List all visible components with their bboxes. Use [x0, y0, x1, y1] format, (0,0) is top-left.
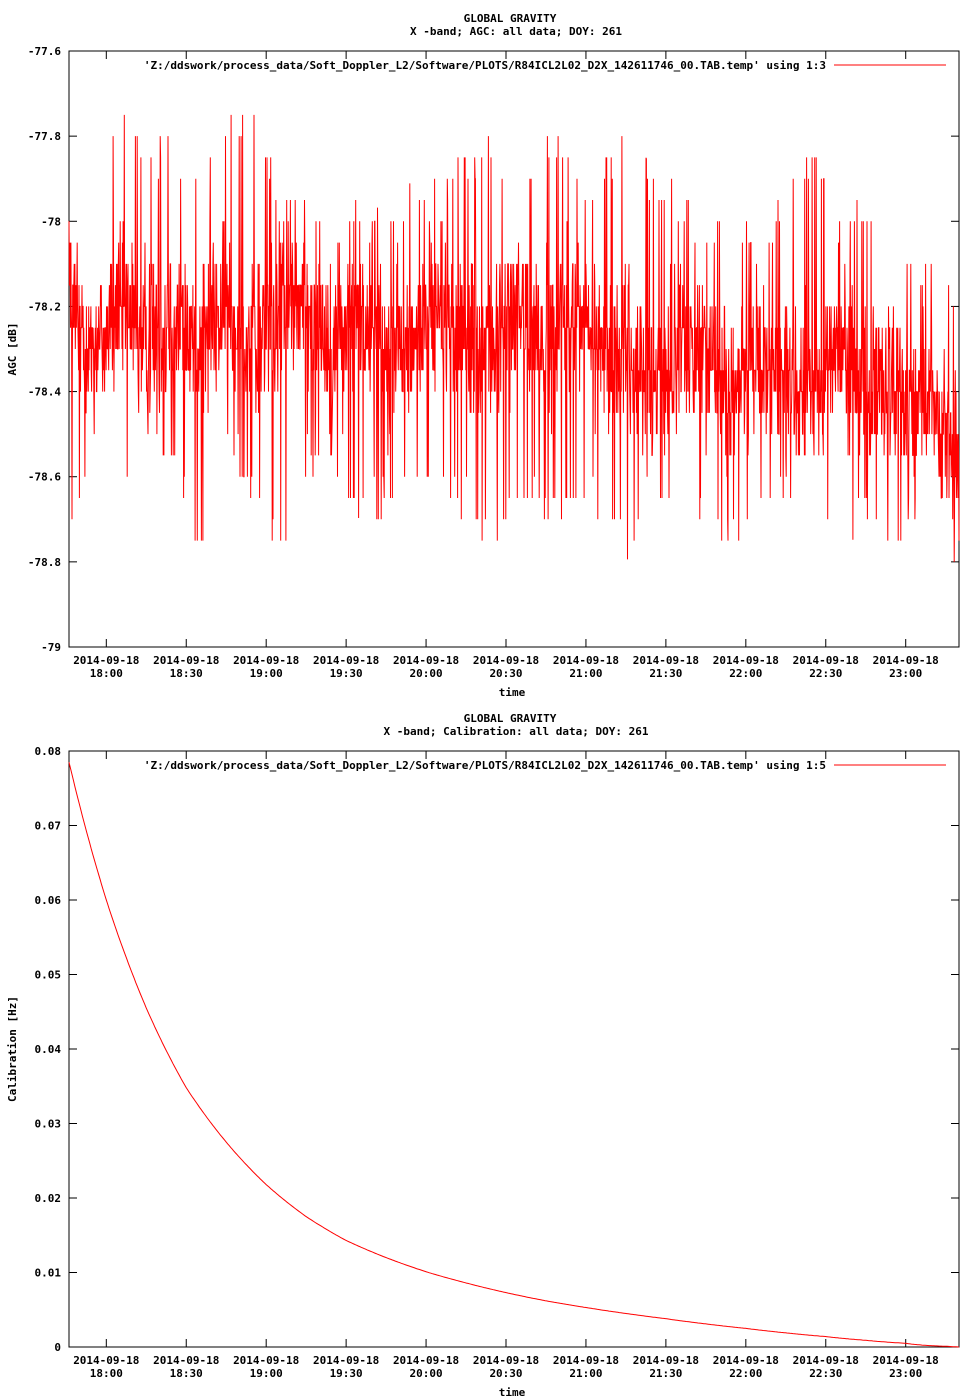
x-tick-label-time: 21:00 — [569, 667, 602, 680]
y-tick-label: -78.8 — [28, 556, 61, 569]
x-tick-label-date: 2014-09-18 — [73, 1354, 139, 1367]
x-tick-label-date: 2014-09-18 — [393, 654, 459, 667]
plot-frame — [68, 50, 960, 648]
y-tick-label: -78.4 — [28, 386, 61, 399]
x-axis-label: time — [499, 686, 526, 699]
y-tick-label: 0.01 — [35, 1267, 62, 1280]
x-tick-label-time: 23:00 — [889, 667, 922, 680]
x-tick-label-date: 2014-09-18 — [233, 1354, 299, 1367]
agc-chart: GLOBAL GRAVITY X -band; AGC: all data; D… — [6, 12, 960, 699]
x-tick-label-date: 2014-09-18 — [713, 654, 779, 667]
series-layer — [68, 762, 960, 1348]
y-tick-label: -79 — [41, 641, 61, 654]
x-tick-label-date: 2014-09-18 — [473, 1354, 539, 1367]
x-tick-label-time: 21:00 — [569, 1367, 602, 1380]
x-tick-label-date: 2014-09-18 — [553, 1354, 619, 1367]
y-tick-label: 0.05 — [35, 969, 62, 982]
x-tick-label-time: 23:00 — [889, 1367, 922, 1380]
x-tick-label-date: 2014-09-18 — [873, 654, 939, 667]
x-tick-label-time: 22:00 — [729, 667, 762, 680]
x-tick-label-date: 2014-09-18 — [233, 654, 299, 667]
x-tick-label-time: 21:30 — [649, 1367, 682, 1380]
chart-title: GLOBAL GRAVITY — [464, 712, 557, 725]
series-line — [68, 114, 960, 562]
calibration-chart: GLOBAL GRAVITY X -band; Calibration: all… — [6, 712, 960, 1399]
chart-subtitle: X -band; AGC: all data; DOY: 261 — [410, 25, 622, 38]
x-tick-label-time: 18:00 — [90, 1367, 123, 1380]
x-tick-label-time: 18:00 — [90, 667, 123, 680]
x-tick-label-time: 22:00 — [729, 1367, 762, 1380]
x-axis-label: time — [499, 1386, 526, 1399]
chart-title: GLOBAL GRAVITY — [464, 12, 557, 25]
tick-layer: -77.6 -77.8 -78 -78.2 -78.4 -78.6 -78.8 -79 2014… — [28, 45, 959, 680]
x-tick-label-date: 2014-09-18 — [153, 654, 219, 667]
x-tick-label-date: 2014-09-18 — [313, 1354, 379, 1367]
x-tick-label-time: 19:00 — [250, 1367, 283, 1380]
plot-frame — [68, 750, 960, 1348]
legend-label: 'Z:/ddswork/process_data/Soft_Doppler_L2… — [144, 59, 826, 72]
tick-layer: 0.08 0.07 0.06 0.05 0.04 0.03 0.02 0.01 0 2014-09… — [35, 745, 959, 1380]
x-tick-label-date: 2014-09-18 — [553, 654, 619, 667]
x-tick-label-time: 22:30 — [809, 1367, 842, 1380]
x-tick-label-time: 19:30 — [330, 667, 363, 680]
x-tick-label-date: 2014-09-18 — [393, 1354, 459, 1367]
y-tick-label: 0.03 — [35, 1118, 62, 1131]
x-tick-label-date: 2014-09-18 — [633, 654, 699, 667]
x-tick-label-date: 2014-09-18 — [873, 1354, 939, 1367]
y-tick-label: 0.06 — [35, 894, 62, 907]
y-tick-label: -78.6 — [28, 471, 61, 484]
y-tick-label: 0.02 — [35, 1192, 62, 1205]
y-tick-label: -77.8 — [28, 130, 61, 143]
x-tick-label-time: 20:30 — [489, 1367, 522, 1380]
x-tick-label-time: 22:30 — [809, 667, 842, 680]
y-tick-label: 0 — [54, 1341, 61, 1354]
x-tick-label-date: 2014-09-18 — [313, 654, 379, 667]
x-tick-label-time: 18:30 — [170, 667, 203, 680]
x-tick-label-time: 20:00 — [410, 1367, 443, 1380]
y-tick-label: 0.08 — [35, 745, 62, 758]
x-tick-label-date: 2014-09-18 — [633, 1354, 699, 1367]
x-tick-label-date: 2014-09-18 — [793, 1354, 859, 1367]
series-line — [68, 762, 960, 1348]
x-tick-label-time: 21:30 — [649, 667, 682, 680]
x-tick-label-time: 19:00 — [250, 667, 283, 680]
x-tick-label-time: 20:30 — [489, 667, 522, 680]
x-tick-label-date: 2014-09-18 — [793, 654, 859, 667]
y-axis-label: Calibration [Hz] — [6, 996, 19, 1102]
x-tick-label-date: 2014-09-18 — [153, 1354, 219, 1367]
y-tick-label: 0.04 — [35, 1043, 62, 1056]
x-tick-label-time: 20:00 — [410, 667, 443, 680]
x-tick-label-date: 2014-09-18 — [713, 1354, 779, 1367]
x-tick-label-time: 18:30 — [170, 1367, 203, 1380]
series-layer — [68, 114, 960, 562]
chart-subtitle: X -band; Calibration: all data; DOY: 261 — [384, 725, 649, 738]
x-tick-label-date: 2014-09-18 — [73, 654, 139, 667]
y-tick-label: -77.6 — [28, 45, 61, 58]
legend-label: 'Z:/ddswork/process_data/Soft_Doppler_L2… — [144, 759, 826, 772]
x-tick-label-time: 19:30 — [330, 1367, 363, 1380]
y-tick-label: 0.07 — [35, 820, 62, 833]
y-axis-label: AGC [dB] — [6, 323, 19, 376]
x-tick-label-date: 2014-09-18 — [473, 654, 539, 667]
y-tick-label: -78.2 — [28, 300, 61, 313]
y-tick-label: -78 — [41, 215, 61, 228]
